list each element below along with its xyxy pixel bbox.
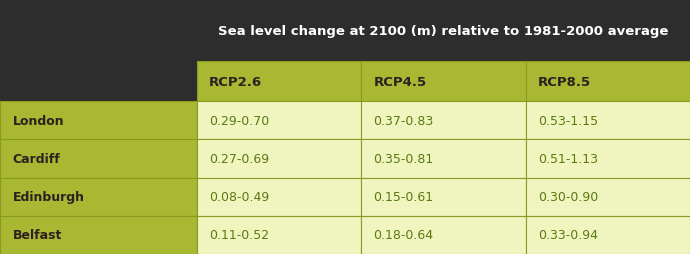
Text: Sea level change at 2100 (m) relative to 1981-2000 average: Sea level change at 2100 (m) relative to… (218, 25, 669, 38)
Bar (0, 140, 197, 178)
Text: 0.27-0.69: 0.27-0.69 (209, 152, 269, 165)
Text: 0.37-0.83: 0.37-0.83 (373, 114, 434, 127)
Bar (361, 178, 526, 216)
Text: 0.29-0.70: 0.29-0.70 (209, 114, 269, 127)
Text: RCP8.5: RCP8.5 (538, 75, 591, 88)
Text: London: London (12, 114, 64, 127)
Bar (526, 216, 690, 254)
Bar (0, 178, 197, 216)
Text: 0.15-0.61: 0.15-0.61 (373, 190, 433, 203)
Text: 0.35-0.81: 0.35-0.81 (373, 152, 434, 165)
Text: 0.18-0.64: 0.18-0.64 (373, 229, 433, 241)
Text: 0.30-0.90: 0.30-0.90 (538, 190, 598, 203)
Text: Belfast: Belfast (12, 229, 62, 241)
Bar (197, 178, 361, 216)
Bar (361, 216, 526, 254)
Bar (197, 102, 361, 140)
Bar (361, 140, 526, 178)
Text: RCP2.6: RCP2.6 (209, 75, 262, 88)
Text: 0.11-0.52: 0.11-0.52 (209, 229, 269, 241)
Bar (361, 102, 526, 140)
Bar (0, 62, 197, 102)
Text: 0.08-0.49: 0.08-0.49 (209, 190, 269, 203)
Bar (526, 62, 690, 102)
Bar (0, 0, 690, 62)
Text: Cardiff: Cardiff (12, 152, 60, 165)
Bar (197, 62, 361, 102)
Bar (526, 140, 690, 178)
Bar (197, 216, 361, 254)
Bar (361, 62, 526, 102)
Bar (0, 102, 197, 140)
Text: Edinburgh: Edinburgh (12, 190, 84, 203)
Text: 0.51-1.13: 0.51-1.13 (538, 152, 598, 165)
Bar (197, 140, 361, 178)
Bar (526, 178, 690, 216)
Text: 0.53-1.15: 0.53-1.15 (538, 114, 598, 127)
Bar (0, 216, 197, 254)
Bar (526, 102, 690, 140)
Text: RCP4.5: RCP4.5 (373, 75, 426, 88)
Text: 0.33-0.94: 0.33-0.94 (538, 229, 598, 241)
